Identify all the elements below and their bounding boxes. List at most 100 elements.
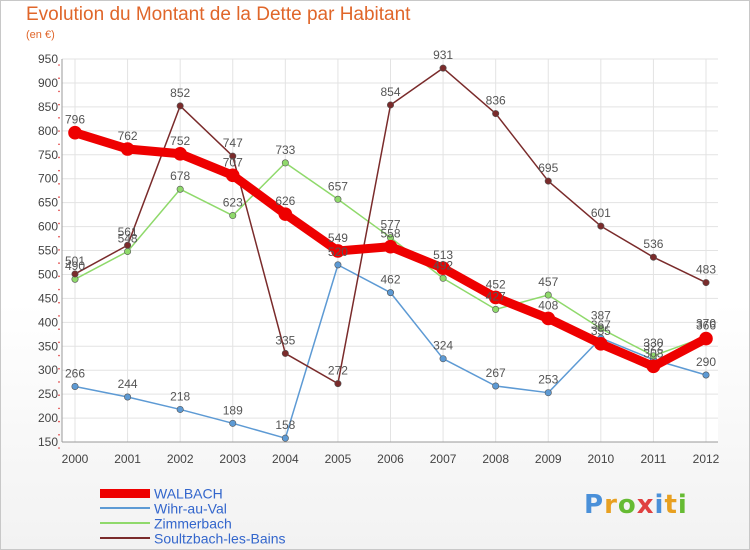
data-point [439,274,447,282]
data-label: 762 [118,129,138,143]
legend-swatch [100,488,150,498]
data-point [229,419,237,427]
axis-dot [58,288,60,291]
data-point [71,382,79,390]
unit-label: (en €) [26,29,55,41]
logo-letter: r [604,490,618,520]
logo-letter: P [584,490,605,520]
x-tick-label: 2007 [430,452,457,466]
legend-entry: WALBACH [100,484,223,501]
data-label: 267 [486,366,506,380]
x-tick-label: 2006 [377,452,404,466]
axis-dot [58,420,60,423]
data-point [281,159,289,167]
x-tick-label: 2010 [587,452,614,466]
axis-dot [58,156,60,159]
data-point [439,64,447,72]
data-point [176,405,184,413]
axis-dot [58,407,60,410]
legend-label: Zimmerbach [154,515,232,532]
data-point [281,434,289,442]
x-tick-label: 2009 [535,452,562,466]
axis-dot [58,301,60,304]
axis-dot [58,315,60,317]
data-label: 330 [643,336,663,350]
data-point [334,380,342,388]
legend-label: Wihr-au-Val [154,500,227,517]
legend-swatch [100,537,150,540]
data-label: 752 [170,134,190,148]
legend-entry: Zimmerbach [100,514,232,531]
data-label: 408 [538,298,558,312]
data-point [544,177,552,185]
data-label: 492 [433,258,453,272]
data-point [544,291,552,299]
data-label: 501 [65,254,85,268]
data-label: 513 [433,248,453,262]
legend-entry: Soultzbach-les-Bains [100,529,286,546]
data-point [124,241,132,249]
axis-dot [58,222,60,225]
data-label: 548 [118,231,138,245]
y-tick-label: 450 [38,291,58,305]
data-label: 355 [591,324,611,338]
logo-letter: t [664,490,678,520]
data-point [176,102,184,110]
chart-title: Evolution du Montant de la Dette par Hab… [26,4,411,25]
y-tick-label: 600 [38,220,58,234]
axis-dot [58,394,60,396]
data-label: 367 [591,318,611,332]
data-point [176,185,184,193]
data-label: 733 [275,143,295,157]
data-point [649,253,657,261]
data-point [649,352,657,360]
axis-dot [58,196,60,198]
y-tick-label: 900 [38,76,58,90]
data-label: 678 [170,169,190,183]
data-label: 462 [380,273,400,287]
y-tick-label: 950 [38,52,58,66]
data-point [541,311,556,326]
logo-letter: o [617,490,637,520]
data-point [331,244,345,258]
data-point [68,125,82,140]
x-tick-label: 2002 [167,452,194,466]
y-tick-label: 150 [38,435,58,449]
data-point [383,239,398,254]
axis-dot [58,77,60,80]
x-tick-label: 2004 [272,452,299,466]
logo-letter: i [677,490,688,520]
data-label: 536 [643,237,663,251]
data-point [597,222,605,230]
y-tick-label: 500 [38,267,58,281]
legend-label: Soultzbach-les-Bains [154,530,286,547]
data-label: 558 [380,227,400,241]
data-label: 601 [591,206,611,220]
data-label: 490 [65,259,85,273]
data-point [173,146,187,161]
data-label: 549 [328,231,348,245]
data-label: 577 [380,218,400,232]
y-tick-label: 650 [38,196,58,210]
data-label: 158 [275,418,295,432]
axis-dot [58,367,60,370]
axis-dot [58,328,60,330]
axis-dot [58,183,60,185]
axis-dot [58,117,60,119]
data-label: 290 [696,355,716,369]
y-tick-label: 250 [38,387,58,401]
axis-dot [58,209,60,212]
x-tick-label: 2008 [482,452,509,466]
data-label: 457 [538,275,558,289]
data-point [124,247,132,255]
axis-dot [58,447,60,449]
x-tick-label: 2000 [62,452,89,466]
data-point [334,261,342,269]
x-tick-label: 2012 [693,452,720,466]
data-label: 695 [538,161,558,175]
data-label: 836 [486,94,506,108]
data-point [278,207,293,221]
y-tick-label: 200 [38,411,58,425]
data-point [544,389,552,397]
